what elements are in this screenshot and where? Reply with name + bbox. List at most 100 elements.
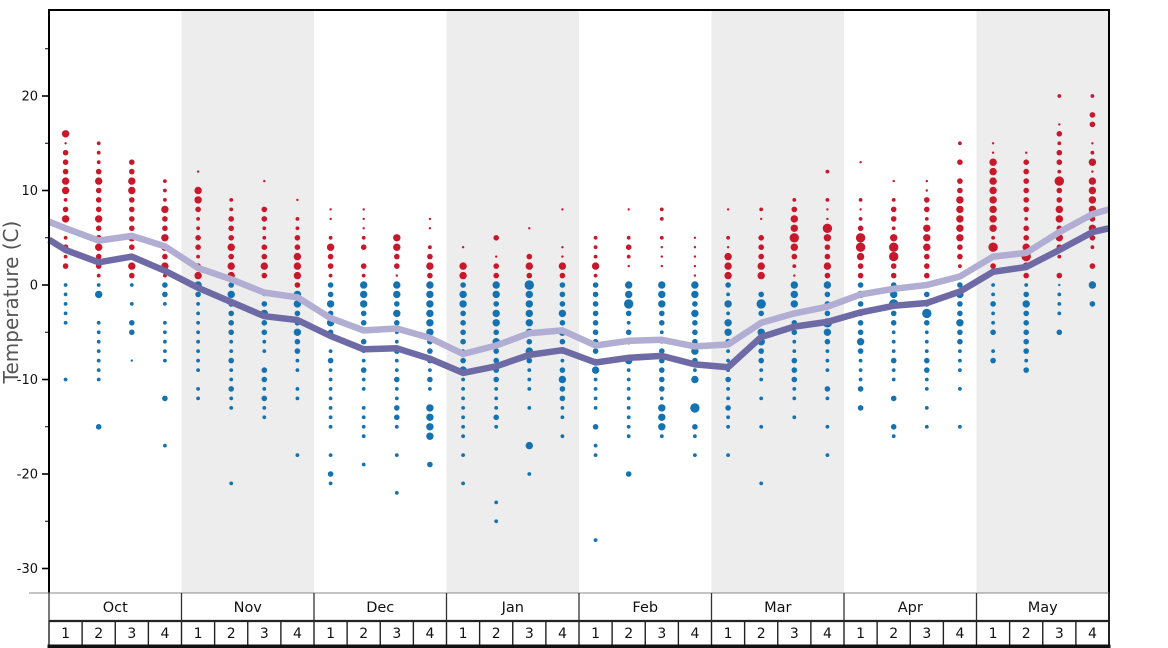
min-temp-dot [792, 387, 797, 391]
min-temp-dot [725, 282, 731, 288]
max-temp-dot [822, 223, 833, 233]
min-temp-dot [991, 311, 995, 316]
max-temp-dot [261, 244, 268, 250]
min-temp-dot [957, 310, 963, 317]
min-temp-dot [163, 339, 167, 344]
min-temp-dot [228, 310, 234, 317]
week-number: 4 [823, 626, 832, 642]
max-temp-dot [161, 205, 169, 214]
max-temp-dot [96, 141, 101, 146]
min-temp-dot [327, 357, 334, 364]
y-tick-label: -20 [17, 468, 38, 483]
min-temp-dot [958, 368, 962, 372]
min-temp-dot [361, 387, 366, 391]
min-temp-dot [63, 377, 68, 382]
min-temp-dot [360, 310, 367, 317]
min-temp-dot [196, 349, 201, 353]
week-number: 1 [194, 626, 203, 642]
min-temp-dot [924, 406, 929, 410]
max-temp-dot [726, 208, 730, 211]
min-temp-dot [460, 282, 466, 288]
max-temp-dot [925, 189, 928, 192]
min-temp-dot [394, 358, 399, 363]
max-temp-dot [891, 226, 896, 231]
max-temp-dot [194, 271, 202, 280]
max-temp-dot [61, 177, 70, 185]
min-temp-dot [428, 368, 432, 372]
min-temp-dot [759, 481, 764, 486]
max-temp-dot [493, 263, 500, 269]
min-temp-dot [624, 299, 634, 309]
max-temp-dot [1056, 197, 1063, 203]
min-temp-dot [759, 368, 764, 372]
max-temp-dot [659, 217, 664, 221]
week-number: 1 [591, 626, 600, 642]
min-temp-dot [726, 292, 730, 297]
max-temp-dot [327, 253, 334, 260]
max-temp-dot [1023, 187, 1029, 194]
max-temp-dot [1057, 254, 1062, 259]
max-temp-dot [792, 264, 797, 268]
max-temp-dot [1091, 170, 1094, 173]
min-temp-dot [361, 415, 366, 420]
max-temp-dot [195, 206, 201, 213]
week-number: 3 [392, 626, 401, 642]
min-temp-dot [328, 406, 333, 410]
max-temp-dot [627, 264, 630, 268]
min-temp-dot [857, 329, 864, 336]
min-temp-dot [426, 423, 434, 431]
min-temp-dot [162, 282, 168, 288]
max-temp-dot [96, 160, 101, 165]
min-temp-dot [328, 481, 333, 486]
min-temp-dot [426, 290, 434, 299]
min-temp-dot [724, 328, 732, 336]
max-temp-dot [229, 207, 234, 212]
min-temp-dot [426, 319, 434, 327]
max-temp-dot [724, 252, 732, 261]
max-temp-dot [726, 246, 730, 249]
min-temp-dot [1088, 281, 1097, 289]
max-temp-dot [161, 234, 169, 242]
min-temp-dot [1058, 283, 1061, 287]
avg-min-line [47, 225, 1110, 377]
max-temp-dot [1023, 178, 1029, 184]
min-temp-dot [525, 441, 533, 450]
min-temp-dot [163, 330, 167, 335]
max-temp-dot [559, 272, 566, 279]
shaded-month-band [976, 10, 1109, 593]
week-number: 4 [1088, 626, 1097, 642]
min-temp-dot [1024, 283, 1029, 287]
min-temp-dot [658, 404, 666, 412]
max-temp-dot [1056, 149, 1063, 156]
min-temp-dot [261, 320, 268, 326]
min-temp-dot [461, 481, 465, 486]
min-temp-dot [162, 395, 168, 402]
min-temp-dot [196, 302, 201, 306]
max-temp-dot [1056, 131, 1063, 137]
min-temp-dot [63, 320, 68, 325]
max-temp-dot [989, 186, 997, 195]
min-temp-dot [659, 386, 665, 392]
max-temp-dot [395, 274, 398, 277]
max-temp-dot [957, 178, 963, 184]
max-temp-dot [229, 198, 234, 202]
y-axis-title: Temperature (C) [0, 221, 23, 385]
week-number: 4 [690, 626, 699, 642]
min-temp-dot [96, 283, 101, 287]
avg-max-line [47, 206, 1110, 358]
min-temp-dot [95, 424, 102, 430]
min-temp-dot [461, 406, 465, 410]
week-number: 4 [558, 626, 567, 642]
y-tick-label: -30 [17, 562, 38, 577]
min-temp-dot [228, 329, 234, 336]
min-temp-dot [559, 395, 566, 402]
min-temp-dot [823, 328, 832, 336]
max-temp-dot [459, 262, 467, 270]
min-temp-dot [726, 424, 730, 429]
max-temp-dot [360, 244, 367, 250]
max-temp-dot [63, 254, 68, 259]
min-temp-dot [525, 319, 533, 327]
max-temp-dot [195, 244, 201, 250]
max-temp-dot [163, 198, 167, 202]
min-temp-dot [890, 290, 898, 299]
